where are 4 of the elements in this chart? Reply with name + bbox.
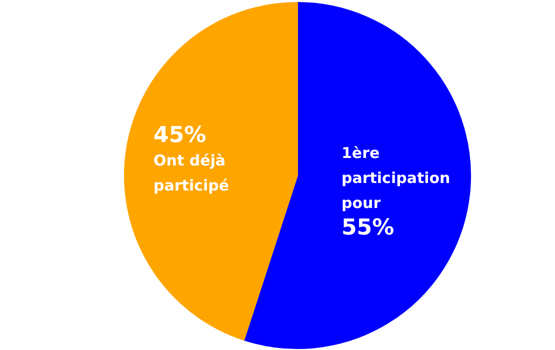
slice-label: 1ère participation pour — [341, 144, 450, 212]
slice-label: Ont déjà participé — [154, 152, 230, 195]
data-label: 55% — [341, 215, 394, 240]
data-label: 45% — [154, 123, 206, 148]
